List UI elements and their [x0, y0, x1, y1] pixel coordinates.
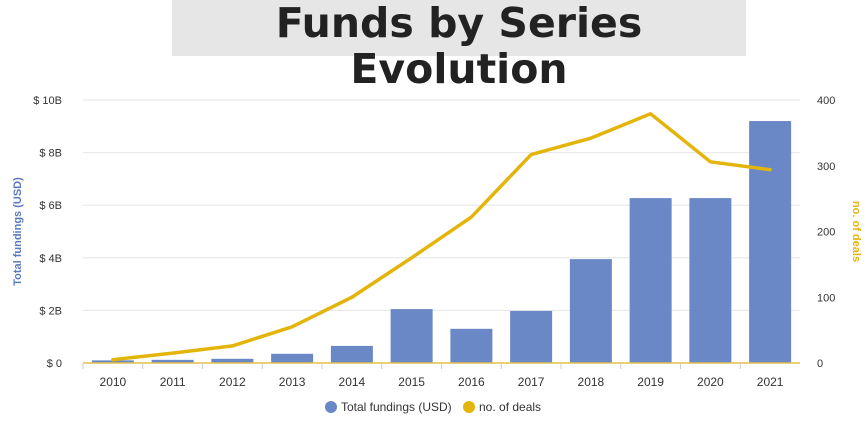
legend-item-deals[interactable]: no. of deals — [463, 400, 541, 414]
y-axis-title: Total fundings (USD) — [12, 177, 24, 286]
bar-2014 — [330, 345, 373, 363]
y-tick-label: $ 8B — [39, 148, 62, 160]
legend-swatch-fundings — [324, 401, 337, 413]
y2-tick-label: 0 — [817, 358, 823, 370]
bar-2010 — [91, 360, 134, 363]
chart-plot: $ 0 $ 2B $ 4B $ 6B $ 8B $ 10B 0 100 200 300 400 201… — [12, 95, 862, 389]
bar-2018 — [569, 259, 612, 363]
x-tick-label: 2018 — [578, 375, 605, 389]
bar-2012 — [211, 358, 254, 363]
x-tick-label: 2012 — [219, 375, 246, 389]
x-tick-label: 2010 — [100, 375, 127, 389]
y2-tick-label: 300 — [817, 161, 835, 173]
legend-label-fundings: Total fundings (USD) — [340, 400, 452, 414]
y2-tick-label: 400 — [817, 95, 835, 107]
x-tick-label: 2021 — [757, 375, 784, 389]
y-tick-label: $ 6B — [39, 200, 62, 212]
bar-2019 — [629, 198, 672, 363]
legend-label-deals: no. of deals — [479, 400, 542, 414]
x-tick-label: 2011 — [160, 375, 186, 389]
bar-2011 — [151, 359, 194, 363]
y2-tick-label: 100 — [817, 292, 835, 304]
bar-2015 — [390, 309, 433, 363]
bar-2021 — [749, 121, 792, 363]
legend: Total fundings (USD) no. of deals — [0, 400, 866, 416]
bar-2013 — [271, 353, 314, 363]
legend-item-fundings[interactable]: Total fundings (USD) — [324, 400, 452, 414]
y2-tick-label: 200 — [817, 227, 835, 239]
legend-swatch-deals — [463, 401, 475, 413]
x-tick-label: 2014 — [339, 375, 366, 389]
x-tick-label: 2016 — [458, 375, 485, 389]
y-tick-label: $ 10B — [33, 95, 62, 107]
x-tick-label: 2015 — [398, 375, 425, 389]
title-background — [172, 0, 746, 56]
bar-2017 — [510, 310, 553, 363]
chart-title: Funds by Series Evolution — [275, 0, 643, 93]
y2-axis-title: no. of deals — [850, 201, 862, 262]
x-tick-label: 2020 — [697, 375, 724, 389]
y-tick-label: $ 0 — [47, 358, 62, 370]
x-tick-label: 2013 — [279, 375, 306, 389]
y-tick-label: $ 2B — [39, 305, 62, 317]
x-tick-label: 2019 — [637, 375, 664, 389]
x-tick-label: 2017 — [518, 375, 545, 389]
deals-line — [111, 112, 772, 362]
bar-2020 — [689, 198, 732, 363]
y-tick-label: $ 4B — [39, 253, 62, 265]
bar-2016 — [450, 328, 493, 363]
